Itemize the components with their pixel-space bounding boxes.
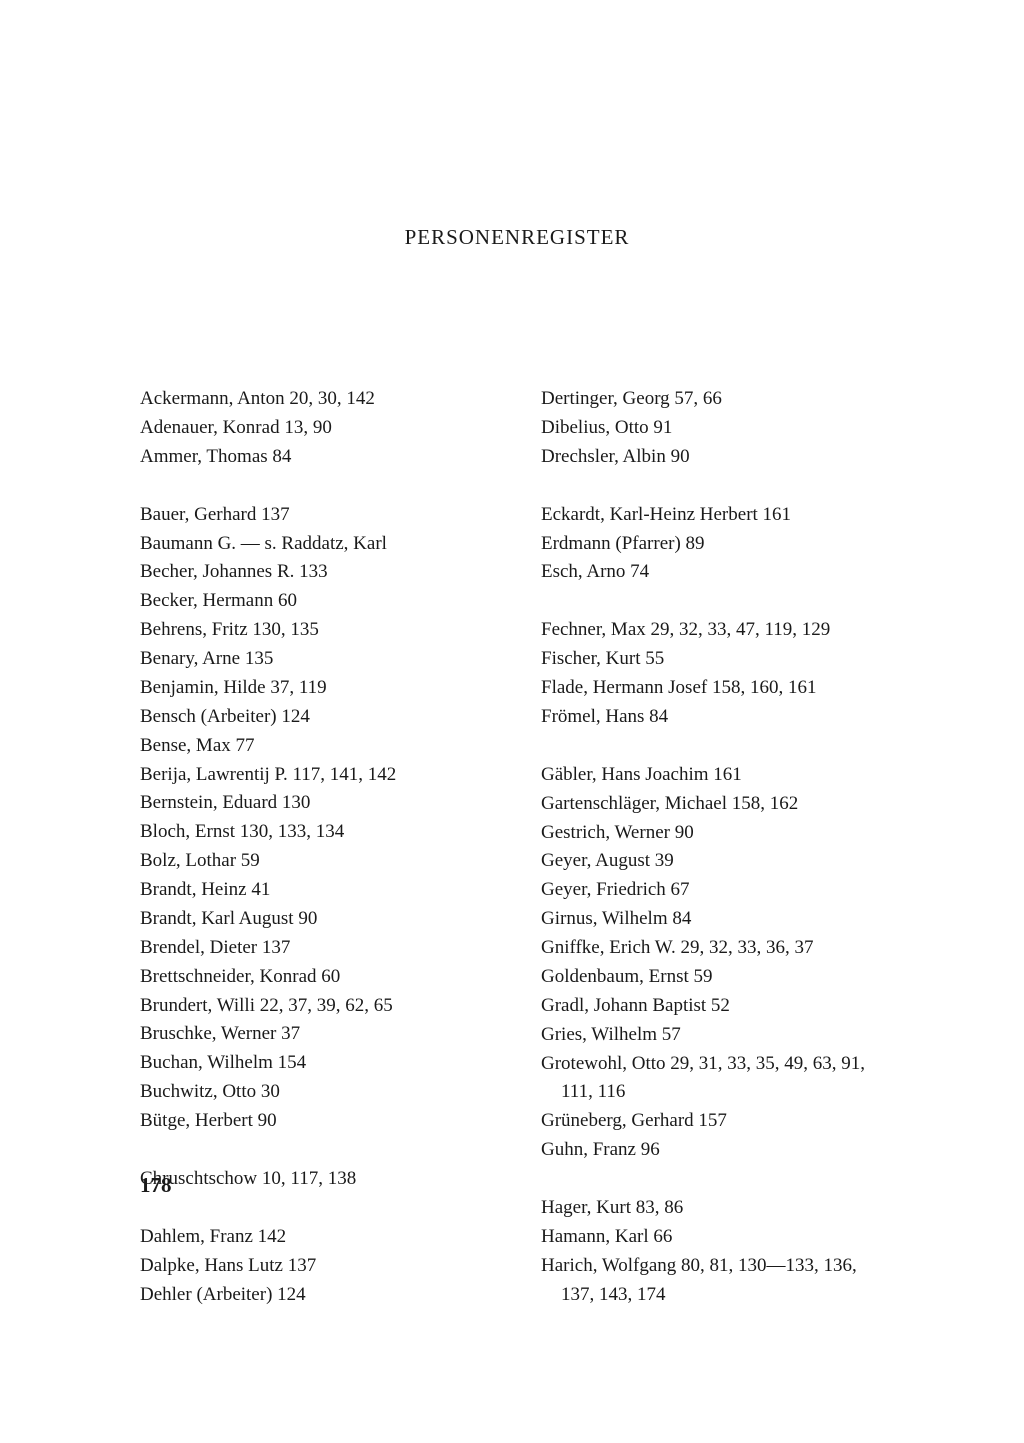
group-separator — [541, 1165, 894, 1194]
index-entry: Benary, Arne 135 — [140, 645, 493, 674]
index-entry: Buchwitz, Otto 30 — [140, 1078, 493, 1107]
index-entry: Dertinger, Georg 57, 66 — [541, 385, 894, 414]
group-separator — [541, 732, 894, 761]
left-column: Ackermann, Anton 20, 30, 142Adenauer, Ko… — [140, 385, 493, 1310]
group-separator — [541, 472, 894, 501]
index-entry: Brendel, Dieter 137 — [140, 934, 493, 963]
columns-container: Ackermann, Anton 20, 30, 142Adenauer, Ko… — [140, 385, 894, 1310]
index-entry: Fechner, Max 29, 32, 33, 47, 119, 129 — [541, 616, 894, 645]
index-entry: Dalpke, Hans Lutz 137 — [140, 1252, 493, 1281]
index-entry: Gniffke, Erich W. 29, 32, 33, 36, 37 — [541, 934, 894, 963]
index-entry: Berija, Lawrentij P. 117, 141, 142 — [140, 761, 493, 790]
index-entry: Grotewohl, Otto 29, 31, 33, 35, 49, 63, … — [541, 1050, 894, 1108]
index-entry: Gradl, Johann Baptist 52 — [541, 992, 894, 1021]
index-entry: Baumann G. — s. Raddatz, Karl — [140, 530, 493, 559]
index-entry: Fischer, Kurt 55 — [541, 645, 894, 674]
index-entry: Girnus, Wilhelm 84 — [541, 905, 894, 934]
index-entry: Bense, Max 77 — [140, 732, 493, 761]
index-entry: Behrens, Fritz 130, 135 — [140, 616, 493, 645]
index-entry: Becher, Johannes R. 133 — [140, 558, 493, 587]
index-entry: Bernstein, Eduard 130 — [140, 789, 493, 818]
index-entry: Adenauer, Konrad 13, 90 — [140, 414, 493, 443]
index-entry: Hager, Kurt 83, 86 — [541, 1194, 894, 1223]
index-entry: Ackermann, Anton 20, 30, 142 — [140, 385, 493, 414]
index-entry: Brandt, Karl August 90 — [140, 905, 493, 934]
index-entry: Drechsler, Albin 90 — [541, 443, 894, 472]
index-entry: Dehler (Arbeiter) 124 — [140, 1281, 493, 1310]
right-column: Dertinger, Georg 57, 66Dibelius, Otto 91… — [541, 385, 894, 1310]
index-entry: Geyer, Friedrich 67 — [541, 876, 894, 905]
index-entry: Gries, Wilhelm 57 — [541, 1021, 894, 1050]
index-entry: Harich, Wolfgang 80, 81, 130—133, 136, 1… — [541, 1252, 894, 1310]
index-entry: Bensch (Arbeiter) 124 — [140, 703, 493, 732]
index-entry: Hamann, Karl 66 — [541, 1223, 894, 1252]
index-entry: Gartenschläger, Michael 158, 162 — [541, 790, 894, 819]
index-entry: Erdmann (Pfarrer) 89 — [541, 530, 894, 559]
index-entry: Chruschtschow 10, 117, 138 — [140, 1165, 493, 1194]
page-number: 178 — [140, 1173, 172, 1198]
index-entry: Gestrich, Werner 90 — [541, 819, 894, 848]
index-entry: Geyer, August 39 — [541, 847, 894, 876]
index-entry: Bruschke, Werner 37 — [140, 1020, 493, 1049]
index-entry: Bolz, Lothar 59 — [140, 847, 493, 876]
index-entry: Brundert, Willi 22, 37, 39, 62, 65 — [140, 992, 493, 1021]
index-entry: Bauer, Gerhard 137 — [140, 501, 493, 530]
index-entry: Gäbler, Hans Joachim 161 — [541, 761, 894, 790]
index-entry: Becker, Hermann 60 — [140, 587, 493, 616]
index-entry: Flade, Hermann Josef 158, 160, 161 — [541, 674, 894, 703]
index-entry: Esch, Arno 74 — [541, 558, 894, 587]
index-entry: Grüneberg, Gerhard 157 — [541, 1107, 894, 1136]
index-entry: Dibelius, Otto 91 — [541, 414, 894, 443]
group-separator — [140, 1194, 493, 1223]
index-entry: Benjamin, Hilde 37, 119 — [140, 674, 493, 703]
index-entry: Ammer, Thomas 84 — [140, 443, 493, 472]
index-entry: Dahlem, Franz 142 — [140, 1223, 493, 1252]
group-separator — [140, 472, 493, 501]
index-entry: Frömel, Hans 84 — [541, 703, 894, 732]
page-container: PERSONENREGISTER Ackermann, Anton 20, 30… — [0, 0, 1024, 1310]
index-entry: Brettschneider, Konrad 60 — [140, 963, 493, 992]
index-entry: Guhn, Franz 96 — [541, 1136, 894, 1165]
index-entry: Bloch, Ernst 130, 133, 134 — [140, 818, 493, 847]
index-entry: Eckardt, Karl-Heinz Herbert 161 — [541, 501, 894, 530]
group-separator — [541, 587, 894, 616]
index-entry: Goldenbaum, Ernst 59 — [541, 963, 894, 992]
group-separator — [140, 1136, 493, 1165]
index-entry: Brandt, Heinz 41 — [140, 876, 493, 905]
page-title: PERSONENREGISTER — [140, 225, 894, 250]
index-entry: Buchan, Wilhelm 154 — [140, 1049, 493, 1078]
index-entry: Bütge, Herbert 90 — [140, 1107, 493, 1136]
